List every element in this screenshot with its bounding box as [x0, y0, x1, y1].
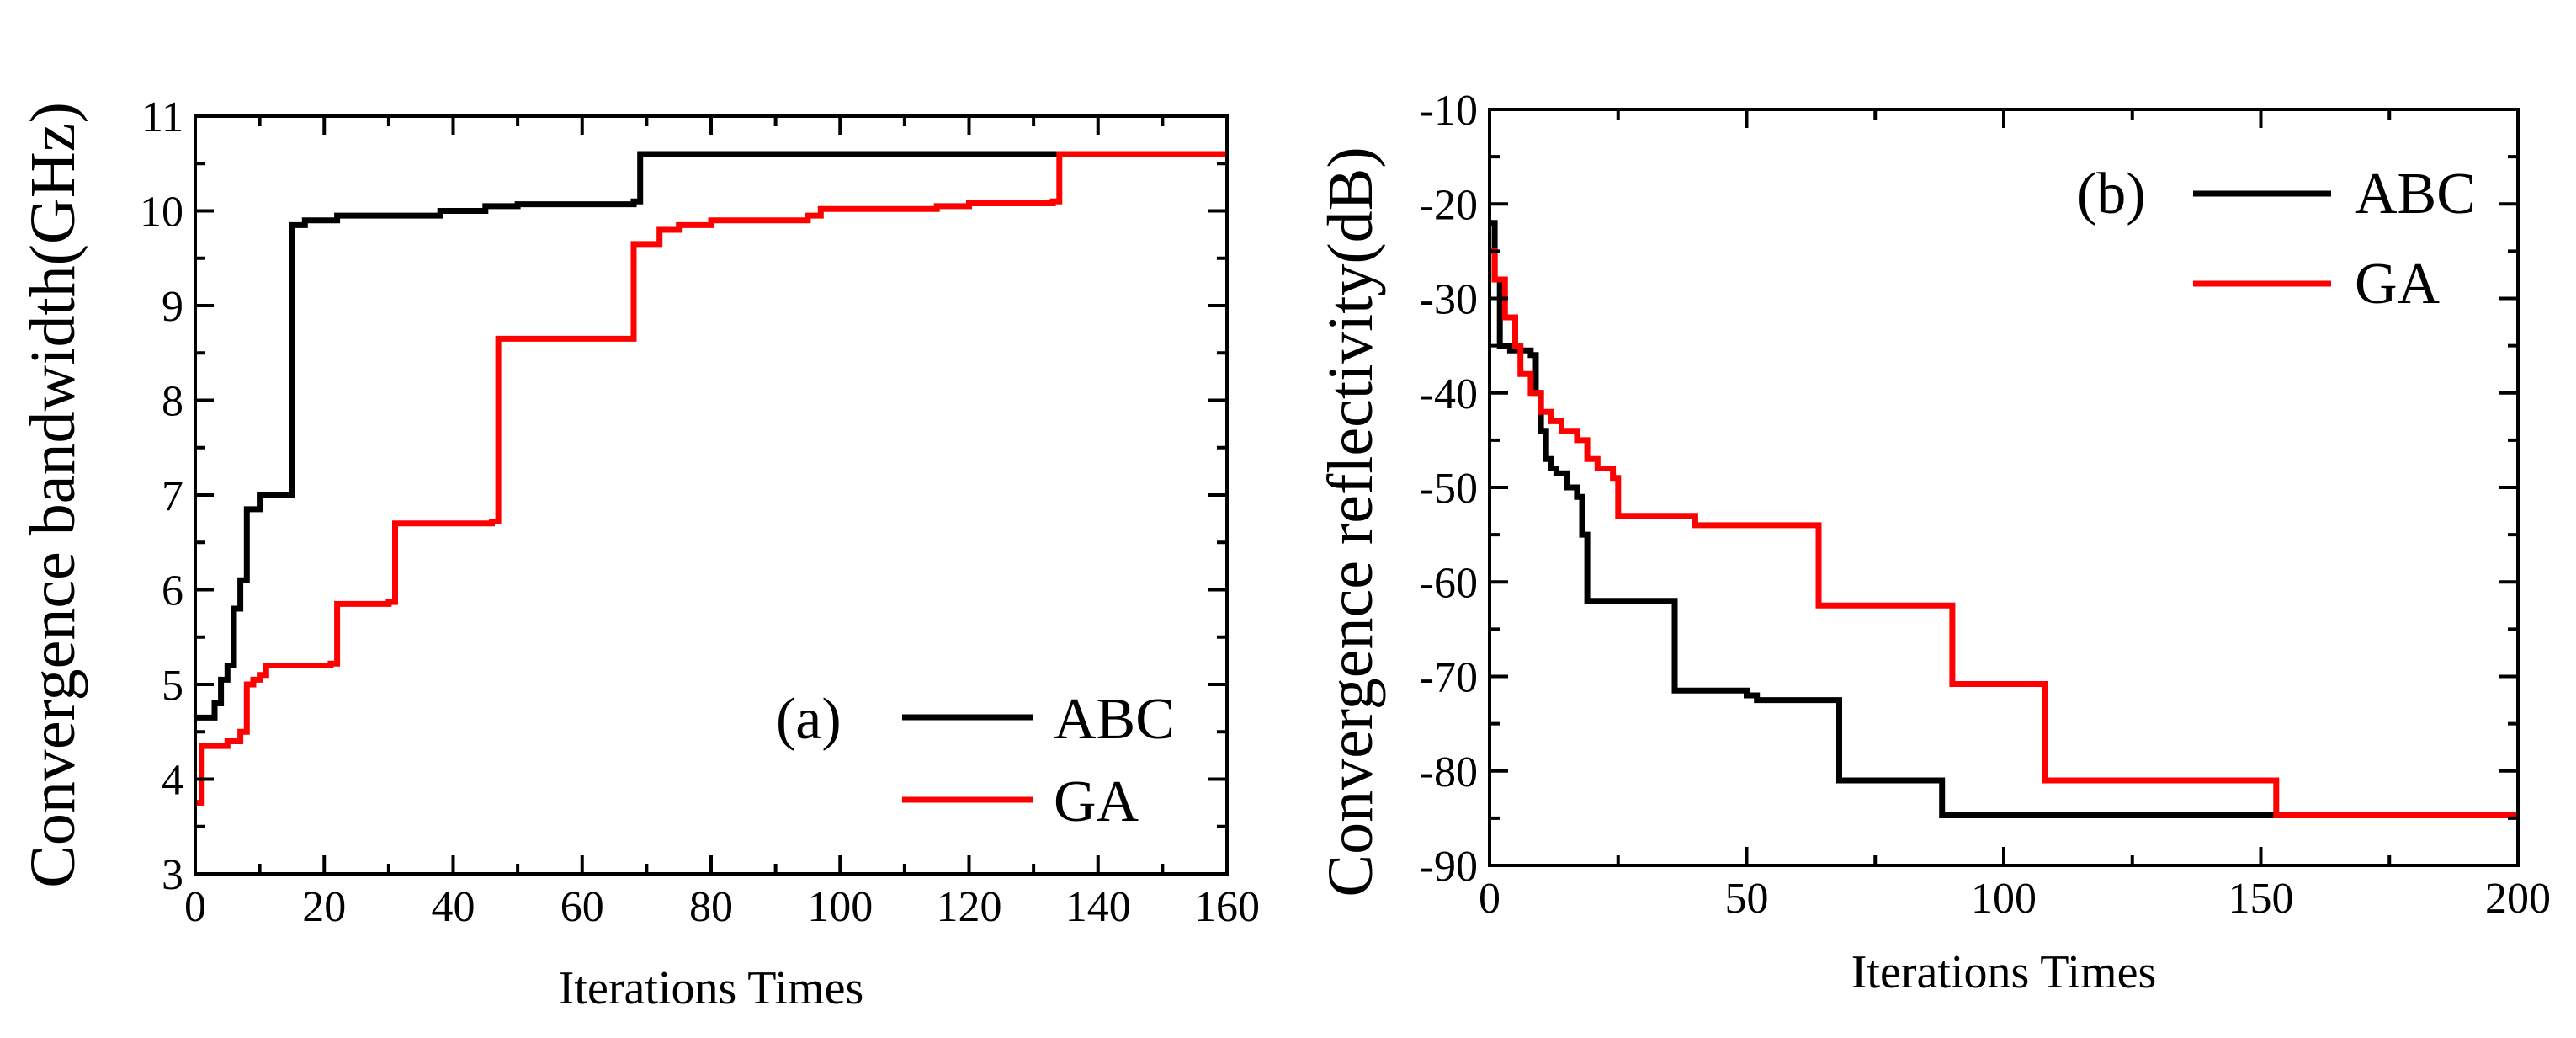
panel-a-y-axis-title: Convergence bandwidth(GHz) [18, 102, 88, 888]
panel-b-label: (b) [2077, 162, 2146, 226]
panel-a-y-tick-label: 5 [162, 662, 183, 710]
panel-b-series-ga-line [1490, 248, 2518, 818]
panel-b-x-axis-title: Iterations Times [1851, 946, 2156, 998]
panel-b-legend: (b) ABC GA [2077, 162, 2476, 317]
panel-a-y-tick-label: 9 [162, 283, 183, 331]
panel-a-plot-frame [194, 114, 1229, 876]
panel-a-y-tick-label: 3 [162, 851, 183, 899]
panel-a-x-tick-label: 100 [807, 883, 873, 931]
panel-a-y-tick-label: 7 [162, 472, 183, 520]
panel-b-y-tick-label: -30 [1420, 276, 1478, 324]
panel-b-y-tick-label: -80 [1420, 748, 1478, 796]
panel-a-y-tick-label: 10 [140, 189, 183, 237]
panel-b-y-tick-label: -40 [1420, 370, 1478, 418]
panel-b-y-axis-title: Convergence reflectivity(dB) [1315, 146, 1386, 897]
panel-b-x-tick-label: 50 [1725, 875, 1769, 923]
panel-a-x-tick-label: 60 [560, 883, 604, 931]
panel-b-x-tick-label: 0 [1479, 875, 1500, 923]
panel-a-x-tick-label: 120 [937, 883, 1002, 931]
panel-a-legend: (a) ABC GA [776, 687, 1175, 834]
panel-b-x-tick-label: 200 [2485, 875, 2551, 923]
panel-b-x-tick-label: 150 [2228, 875, 2294, 923]
panel-a-x-tick-label: 80 [689, 883, 733, 931]
panel-a-y-tick-label: 6 [162, 567, 183, 615]
panel-b-y-tick-label: -20 [1420, 181, 1478, 229]
panel-b-y-tick-label: -50 [1420, 465, 1478, 513]
panel-a-x-tick-label: 0 [184, 883, 206, 931]
panel-a-x-tick-label: 160 [1194, 883, 1260, 931]
panel-a-legend-ga-label: GA [1054, 769, 1139, 834]
panel-a-y-tick-label: 8 [162, 378, 183, 426]
panel-a-y-tick-label: 11 [141, 93, 183, 141]
panel-b-legend-ga-label: GA [2355, 252, 2441, 317]
panel-a-legend-abc-label: ABC [1054, 687, 1175, 752]
panel-a-label: (a) [776, 687, 842, 752]
panel-b-y-tick-label: -90 [1420, 843, 1478, 891]
panel-b-chart: 0 50 100 150 200-90-80-70-60-50-40-30-20-10 … [1315, 87, 2551, 998]
panel-a-chart: 0 20 40 60 80 100 120 140 160 3 4 5 6 7 8 9 10 11 Iterati… [18, 93, 1260, 1014]
panel-b-series-abc-line [1490, 220, 2518, 818]
panel-a-series-abc-line [195, 151, 1227, 721]
panel-a-x-tick-label: 140 [1065, 883, 1131, 931]
panel-a-x-tick-label: 20 [302, 883, 346, 931]
panel-b-y-tick-label: -60 [1420, 559, 1478, 607]
panel-a-series-ga-line [195, 151, 1227, 806]
panel-b-legend-abc-label: ABC [2355, 162, 2476, 226]
panel-b-y-tick-label: -70 [1420, 654, 1478, 702]
panel-b-x-tick-label: 100 [1971, 875, 2037, 923]
panel-a-x-axis-title: Iterations Times [559, 962, 863, 1014]
panel-b-y-tick-label: -10 [1420, 87, 1478, 135]
panel-a-x-tick-label: 40 [432, 883, 475, 931]
panel-a-y-tick-label: 4 [162, 757, 183, 805]
